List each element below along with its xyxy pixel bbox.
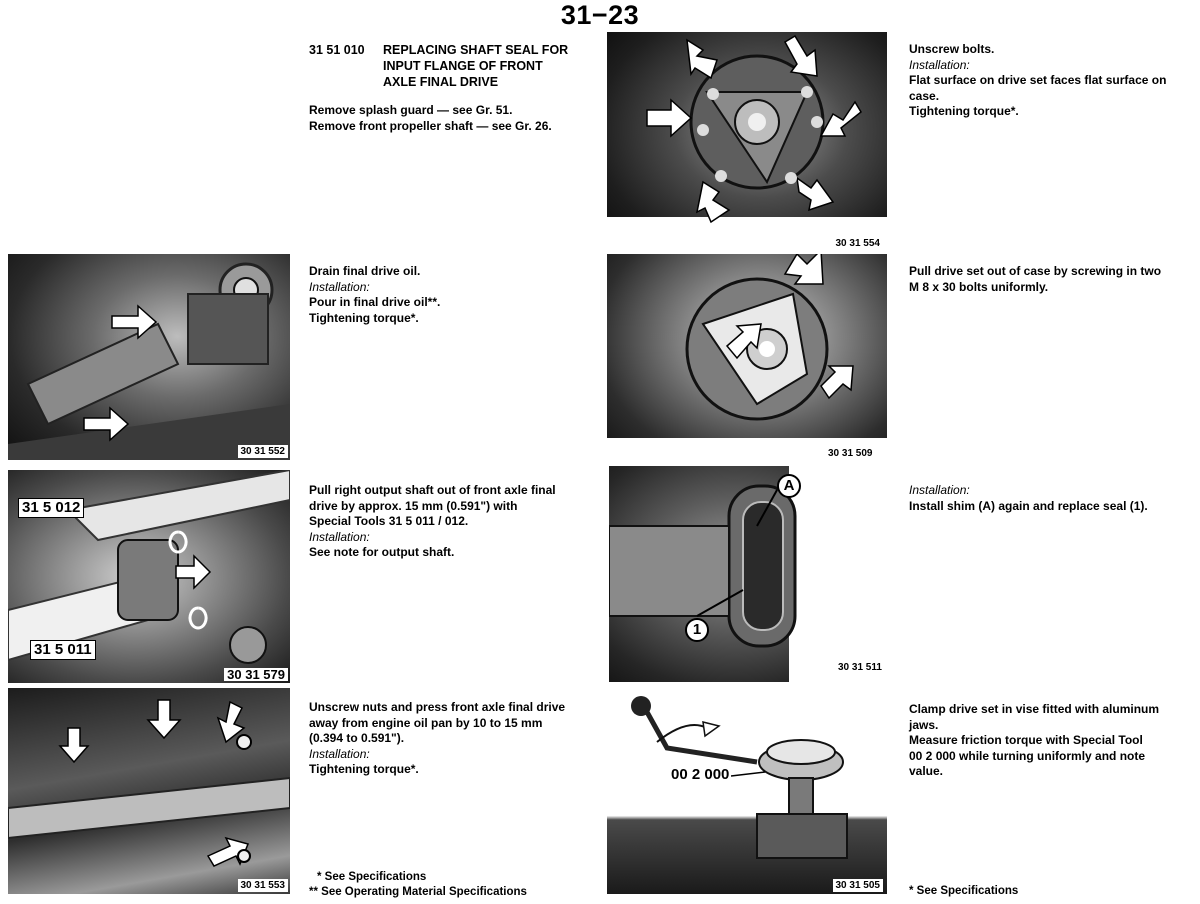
- figure-number: 30 31 511: [835, 661, 885, 674]
- title-line: REPLACING SHAFT SEAL FOR: [383, 43, 569, 57]
- figure-number: 30 31 509: [825, 447, 876, 460]
- section-title: REPLACING SHAFT SEAL FOR INPUT FLANGE OF…: [383, 42, 583, 90]
- step-line: (0.394 to 0.591").: [309, 731, 405, 745]
- step-line: Pour in final drive oil**.: [309, 295, 441, 309]
- figure-photo-30-31-505: 00 2 000 30 31 505: [607, 688, 887, 894]
- footnote: ** See Operating Material Specifications: [309, 885, 527, 898]
- step-line: Tightening torque*.: [909, 104, 1019, 118]
- step-line-installation: Installation:: [309, 746, 370, 761]
- tool-callout: 00 2 000: [669, 766, 732, 783]
- step-text: Unscrew bolts. Installation: Flat surfac…: [909, 42, 1189, 120]
- step-line: Pull right output shaft out of front axl…: [309, 483, 556, 497]
- callout-label: 1: [685, 618, 709, 642]
- figure-photo-30-31-509: 30 31 509: [607, 254, 887, 460]
- step-text: Unscrew nuts and press front axle final …: [309, 700, 599, 778]
- step-line: Unscrew nuts and press front axle final …: [309, 700, 566, 714]
- tool-callout: 31 5 011: [30, 640, 96, 660]
- step-line: Tightening torque*.: [309, 310, 419, 325]
- figure-drawing: [607, 254, 887, 460]
- figure-photo-30-31-511: A 1 30 31 511: [609, 466, 889, 682]
- footnote: * See Specifications: [317, 871, 427, 883]
- figure-photo-30-31-579: 31 5 012 31 5 011 30 31 579: [8, 470, 290, 683]
- section-heading: 31 51 010 REPLACING SHAFT SEAL FOR INPUT…: [309, 42, 599, 92]
- step-line: jaws.: [909, 717, 939, 732]
- figure-drawing: [607, 34, 887, 250]
- step-line: case.: [909, 88, 940, 103]
- step-line: Clamp drive set in vise fitted with alum…: [909, 702, 1160, 716]
- step-line: Install shim (A) again and replace seal …: [909, 498, 1148, 513]
- page-number: 31−23: [560, 0, 640, 30]
- figure-drawing: [8, 699, 290, 867]
- step-line: Special Tools 31 5 011 / 012.: [309, 514, 469, 528]
- figure-drawing: [8, 262, 290, 460]
- step-line: Pull drive set out of case by screwing i…: [909, 264, 1162, 278]
- step-text: Pull drive set out of case by screwing i…: [909, 264, 1189, 295]
- figure-number: 30 31 553: [237, 879, 288, 892]
- figure-drawing: [631, 696, 848, 859]
- step-line: away from engine oil pan by 10 to 15 mm: [309, 715, 543, 730]
- step-line-installation: Installation:: [909, 483, 970, 497]
- intro-text: Remove splash guard — see Gr. 51. Remove…: [309, 103, 599, 134]
- step-line: Measure friction torque with Special Too…: [909, 733, 1143, 747]
- step-line: value.: [909, 764, 944, 778]
- step-line: See note for output shaft.: [309, 545, 455, 559]
- figure-number: 30 31 579: [224, 668, 288, 681]
- step-line-installation: Installation:: [309, 279, 370, 294]
- figure-number: 30 31 554: [832, 237, 883, 250]
- figure-number: 30 31 552: [237, 445, 288, 458]
- intro-line: Remove splash guard — see Gr. 51.: [309, 103, 513, 117]
- step-line: drive by approx. 15 mm (0.591") with: [309, 498, 518, 513]
- title-line: INPUT FLANGE OF FRONT: [383, 59, 543, 73]
- step-line: Flat surface on drive set faces flat sur…: [909, 73, 1167, 87]
- step-line: Tightening torque*.: [309, 762, 419, 776]
- figure-photo-30-31-552: 30 31 552: [8, 254, 290, 460]
- section-code: 31 51 010: [309, 43, 365, 57]
- footnote-right: * See Specifications: [909, 885, 1019, 897]
- figure-photo-30-31-553: 30 31 553: [8, 688, 290, 894]
- title-line: AXLE FINAL DRIVE: [383, 75, 499, 89]
- step-text: Installation: Install shim (A) again and…: [909, 483, 1189, 514]
- callout-label: A: [777, 474, 801, 498]
- step-text: Pull right output shaft out of front axl…: [309, 483, 599, 561]
- figure-photo-30-31-554: 30 31 554: [607, 32, 887, 250]
- step-line: M 8 x 30 bolts uniformly.: [909, 279, 1049, 294]
- intro-line: Remove front propeller shaft — see Gr. 2…: [309, 118, 552, 133]
- footnotes-left: * See Specifications ** See Operating Ma…: [309, 870, 599, 899]
- figure-drawing: [609, 466, 889, 682]
- step-line: Drain final drive oil.: [309, 264, 421, 278]
- step-text: Drain final drive oil. Installation: Pou…: [309, 264, 599, 326]
- step-line-installation: Installation:: [309, 529, 370, 544]
- step-text: Clamp drive set in vise fitted with alum…: [909, 702, 1189, 780]
- figure-number: 30 31 505: [832, 879, 883, 892]
- step-line: 00 2 000 while turning uniformly and not…: [909, 748, 1146, 763]
- step-line: Unscrew bolts.: [909, 42, 995, 56]
- step-line-installation: Installation:: [909, 57, 970, 72]
- tool-callout: 31 5 012: [18, 498, 85, 518]
